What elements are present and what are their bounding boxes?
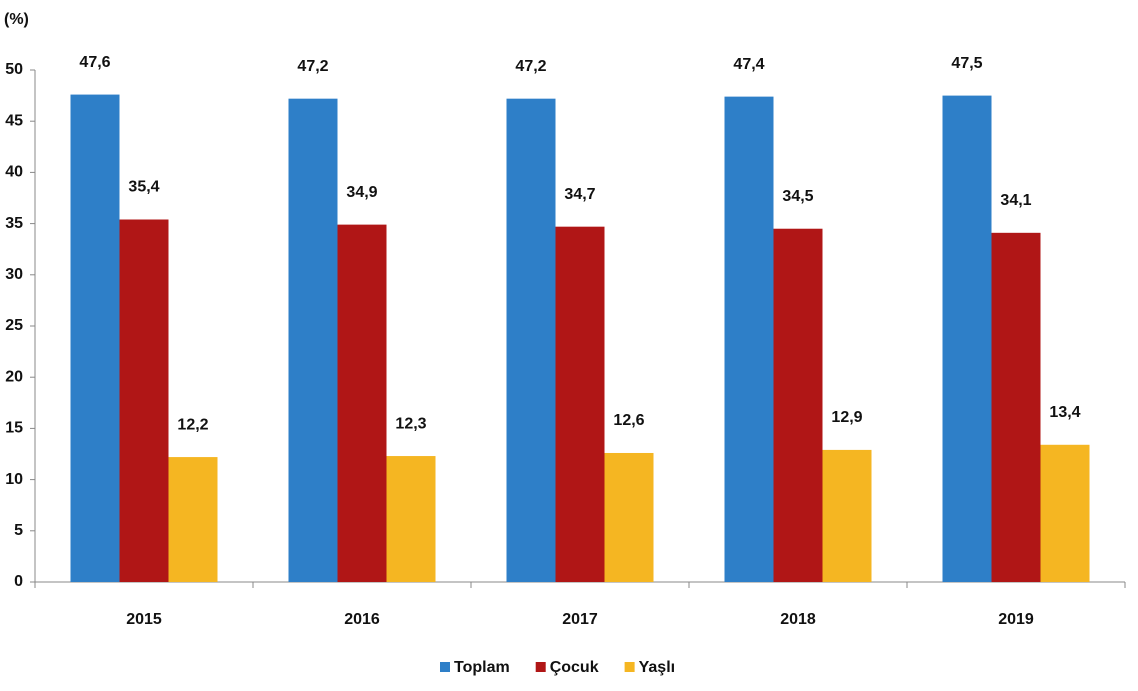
data-label: 12,2 xyxy=(177,416,208,433)
x-tick-label: 2017 xyxy=(562,611,598,628)
data-label: 47,5 xyxy=(951,55,982,72)
bar xyxy=(386,456,436,582)
legend-label: Toplam xyxy=(454,659,510,676)
data-label: 35,4 xyxy=(128,179,159,196)
data-label: 34,1 xyxy=(1000,192,1031,209)
data-label: 47,6 xyxy=(79,54,110,71)
x-tick-label: 2016 xyxy=(344,611,380,628)
bar xyxy=(822,449,872,582)
bar xyxy=(119,219,169,582)
bar xyxy=(1040,444,1090,582)
bar xyxy=(773,228,823,582)
y-tick-label: 20 xyxy=(5,368,23,385)
data-label: 34,7 xyxy=(564,186,595,203)
data-label: 12,6 xyxy=(613,412,644,429)
x-tick-label: 2015 xyxy=(126,611,162,628)
legend-swatch xyxy=(440,662,450,672)
y-tick-label: 30 xyxy=(5,266,23,283)
legend-label: Yaşlı xyxy=(639,659,675,676)
data-label: 12,9 xyxy=(831,409,862,426)
bar xyxy=(70,94,120,583)
data-label: 13,4 xyxy=(1049,404,1080,421)
data-label: 47,4 xyxy=(733,56,764,73)
legend-swatch xyxy=(624,662,635,672)
data-label: 47,2 xyxy=(515,58,546,75)
y-axis-label: (%) xyxy=(4,11,29,28)
y-tick-label: 25 xyxy=(5,317,23,334)
legend-label: Çocuk xyxy=(550,659,599,676)
y-tick-label: 40 xyxy=(5,164,23,181)
data-label: 34,5 xyxy=(782,188,813,205)
data-label: 47,2 xyxy=(297,58,328,75)
y-tick-label: 45 xyxy=(5,112,23,129)
x-tick-label: 2019 xyxy=(998,611,1034,628)
y-tick-label: 5 xyxy=(14,522,23,539)
bar xyxy=(942,95,992,582)
x-tick-label: 2018 xyxy=(780,611,816,628)
bar xyxy=(604,452,654,582)
data-label: 34,9 xyxy=(346,184,377,201)
bar xyxy=(337,224,387,582)
bar xyxy=(555,226,605,582)
bar xyxy=(991,232,1041,583)
y-tick-label: 10 xyxy=(5,471,23,488)
y-tick-label: 35 xyxy=(5,215,23,232)
bar xyxy=(288,98,338,582)
bar xyxy=(724,96,774,583)
y-tick-label: 0 xyxy=(14,573,23,590)
bar xyxy=(506,98,556,582)
data-label: 12,3 xyxy=(395,415,426,432)
y-tick-label: 50 xyxy=(5,61,23,78)
y-tick-label: 15 xyxy=(5,420,23,437)
legend-swatch xyxy=(535,662,546,672)
bar xyxy=(168,457,218,582)
